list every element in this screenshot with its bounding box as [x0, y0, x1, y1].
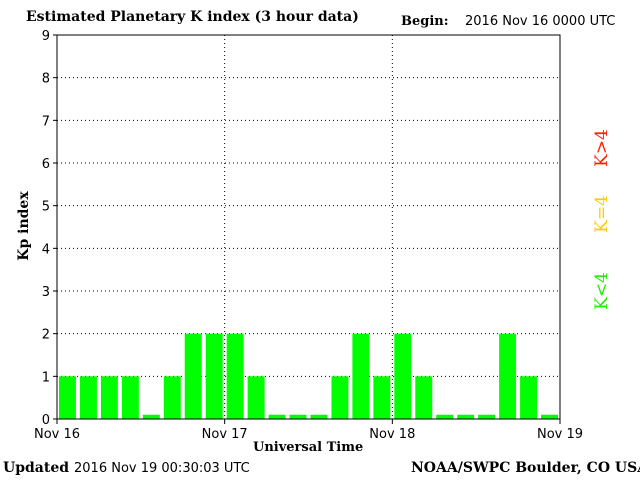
y-tick-label: 8: [42, 72, 50, 87]
y-axis-label: Kp index: [16, 191, 32, 261]
legend-k-above-4: K>4: [592, 129, 612, 167]
kp-bar: [79, 376, 97, 419]
kp-bar: [457, 414, 475, 419]
kp-bar: [59, 376, 76, 419]
kp-bar: [394, 333, 412, 419]
updated-label: Updated: [3, 460, 70, 476]
legend-k-equals-4: K=4: [592, 195, 612, 233]
kp-bar: [415, 376, 433, 419]
y-tick-label: 6: [42, 157, 50, 172]
y-tick-label: 9: [42, 29, 50, 44]
begin-value: 2016 Nov 16 0000 UTC: [465, 14, 616, 29]
kp-bar: [268, 414, 286, 419]
kp-bar: [226, 333, 244, 419]
legend-k-below-4: K<4: [592, 272, 612, 310]
kp-bar: [352, 333, 370, 419]
kp-bar: [520, 376, 538, 419]
kp-bar: [499, 333, 517, 419]
kp-bar: [142, 414, 160, 419]
kp-bar: [310, 414, 328, 419]
kp-bar: [205, 333, 223, 419]
credit-text: NOAA/SWPC Boulder, CO USA: [411, 460, 640, 476]
kp-bar: [100, 376, 118, 419]
plot-frame: [56, 34, 561, 420]
updated-value: 2016 Nov 19 00:30:03 UTC: [74, 461, 250, 476]
y-tick-label: 3: [42, 285, 50, 300]
x-tick-label: Nov 16: [34, 427, 80, 442]
x-tick-label: Nov 18: [369, 427, 415, 442]
kp-bar: [478, 414, 496, 419]
y-tick-label: 0: [42, 413, 50, 428]
y-tick-label: 5: [42, 200, 50, 215]
x-tick-label: Nov 19: [537, 427, 583, 442]
kp-bar: [163, 376, 181, 419]
kp-bar: [331, 376, 349, 419]
y-tick-label: 2: [42, 328, 50, 343]
kp-bar: [373, 376, 391, 419]
kp-bar: [247, 376, 265, 419]
kp-bar: [541, 414, 558, 419]
y-tick-label: 4: [42, 242, 50, 257]
begin-label: Begin:: [401, 14, 449, 29]
y-tick-label: 1: [42, 370, 50, 385]
x-tick-label: Nov 17: [202, 427, 248, 442]
kp-bar: [436, 414, 454, 419]
x-axis-label: Universal Time: [253, 440, 364, 455]
kp-bar: [289, 414, 307, 419]
kp-bar: [121, 376, 139, 419]
kp-bar: [184, 333, 202, 419]
y-tick-label: 7: [42, 114, 50, 129]
chart-title: Estimated Planetary K index (3 hour data…: [26, 9, 359, 25]
